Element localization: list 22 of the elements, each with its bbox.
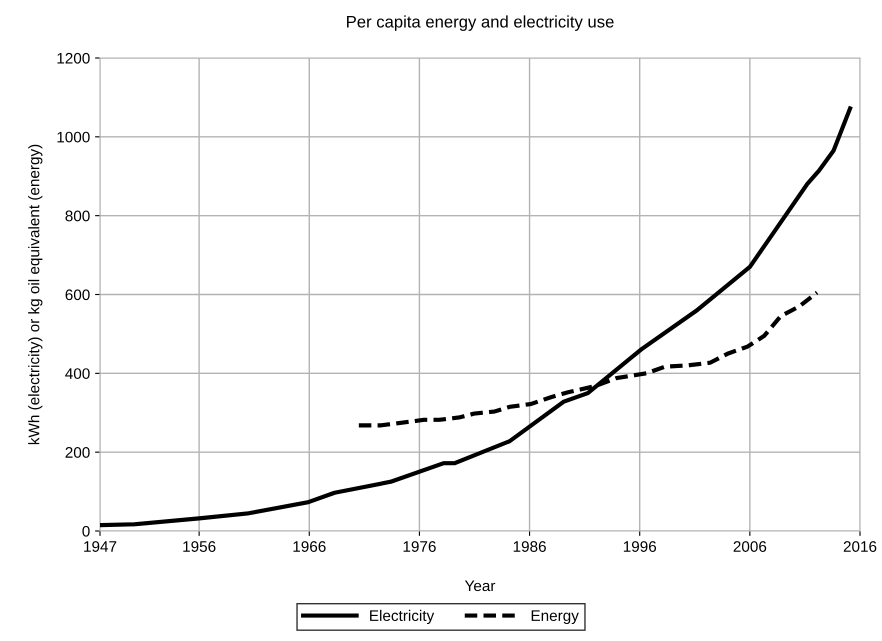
y-tick-label: 1000 [57, 132, 90, 143]
x-tick-label: 1996 [624, 541, 656, 552]
y-tick-label: 600 [66, 289, 90, 300]
x-tick-label: 1956 [183, 541, 216, 552]
y-tick-label: 800 [65, 210, 90, 222]
x-axis-title: Year [464, 580, 496, 592]
line-series [356, 290, 820, 428]
y-tick-label: 0 [82, 526, 90, 537]
x-tick-label: 2006 [734, 541, 766, 552]
x-tick-label: 2016 [844, 541, 876, 552]
y-tick-label: 400 [65, 368, 90, 380]
line-series [100, 106, 852, 528]
legend-label: Energy [532, 610, 579, 624]
x-tick-label: 1986 [514, 541, 546, 552]
y-tick-label: 1200 [57, 52, 90, 64]
chart-title: Per capita energy and electricity use [347, 15, 614, 31]
y-axis-title: kWh (electricity) or kg oil equivalent (energy) [28, 144, 42, 444]
y-tick-label: 200 [66, 447, 90, 458]
x-tick-label: 1976 [404, 541, 436, 552]
legend-label: Electricity [370, 610, 434, 624]
x-tick-label: 1947 [84, 541, 116, 552]
x-tick-label: 1966 [293, 541, 326, 552]
